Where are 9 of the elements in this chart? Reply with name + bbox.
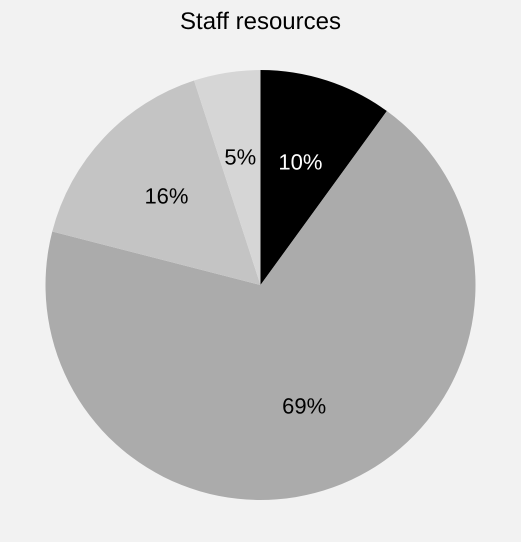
data-label: 10% bbox=[278, 149, 322, 174]
pie-slice bbox=[194, 70, 260, 285]
pie-slice bbox=[52, 80, 260, 285]
data-label: 5% bbox=[224, 144, 256, 170]
chart-title: Staff resources bbox=[180, 8, 341, 35]
pie-slice bbox=[260, 70, 387, 285]
data-label: 16% bbox=[144, 184, 188, 209]
pie-slice bbox=[46, 111, 476, 500]
data-label: 69% bbox=[282, 393, 326, 418]
